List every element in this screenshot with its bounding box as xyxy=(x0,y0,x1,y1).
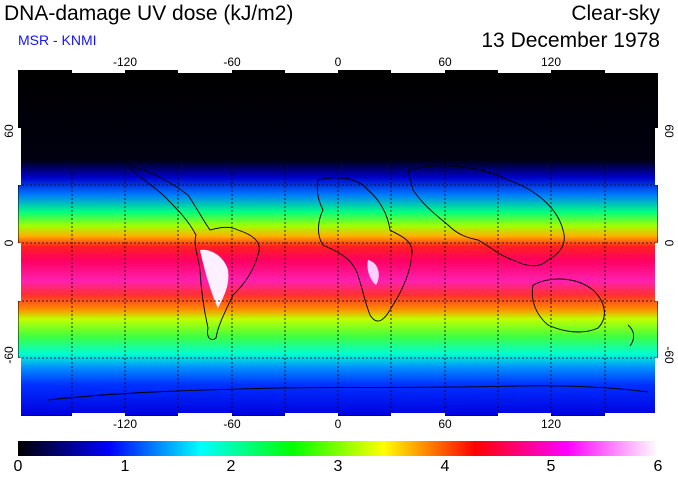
andes-high-dose-patch xyxy=(200,249,229,308)
lon-label-bottom: -60 xyxy=(223,417,241,431)
antarctica-outline xyxy=(47,385,649,401)
color-scale-tick-label: 1 xyxy=(120,458,130,475)
graticule xyxy=(18,70,658,416)
lon-label-bottom: 60 xyxy=(438,417,452,431)
lat-label-right: -60 xyxy=(662,346,676,364)
lon-label-bottom: 0 xyxy=(334,417,342,431)
lon-label-bottom: 120 xyxy=(540,417,562,431)
sky-condition-label: Clear-sky xyxy=(571,2,660,25)
lon-label-top: -120 xyxy=(112,55,138,69)
lon-label-bottom: -120 xyxy=(112,417,138,431)
asia-outline xyxy=(407,165,565,267)
date-label: 13 December 1978 xyxy=(481,29,660,52)
color-scale-tick-label: 3 xyxy=(333,458,343,475)
lon-label-top: 60 xyxy=(438,55,452,69)
frame-ticks xyxy=(18,70,658,416)
color-scale-tick-label: 5 xyxy=(546,458,556,475)
uv-dose-map xyxy=(18,70,658,416)
lat-label-left: -60 xyxy=(2,346,16,364)
source-label: MSR - KNMI xyxy=(18,32,97,48)
africa-high-dose-patch xyxy=(367,260,379,285)
americas-outline xyxy=(126,164,260,340)
color-scale-tick-label: 6 xyxy=(653,458,663,475)
color-scale-bar xyxy=(18,441,658,456)
africa-europe-outline xyxy=(316,177,413,322)
lon-label-top: -60 xyxy=(223,55,241,69)
map-title: DNA-damage UV dose (kJ/m2) xyxy=(4,2,294,25)
coastlines xyxy=(47,164,649,401)
color-scale-tick-label: 0 xyxy=(13,458,23,475)
lon-label-top: 0 xyxy=(334,55,342,69)
lat-label-right: 60 xyxy=(662,124,676,138)
lat-label-right: 0 xyxy=(662,239,676,247)
lat-label-left: 0 xyxy=(2,239,16,247)
color-scale-fill xyxy=(18,441,658,456)
color-scale-tick-label: 2 xyxy=(226,458,236,475)
lat-label-left: 60 xyxy=(2,124,16,138)
new-zealand-outline xyxy=(627,324,635,347)
lon-label-top: 120 xyxy=(540,55,562,69)
color-scale-tick-label: 4 xyxy=(440,458,450,475)
australia-outline xyxy=(531,278,605,333)
